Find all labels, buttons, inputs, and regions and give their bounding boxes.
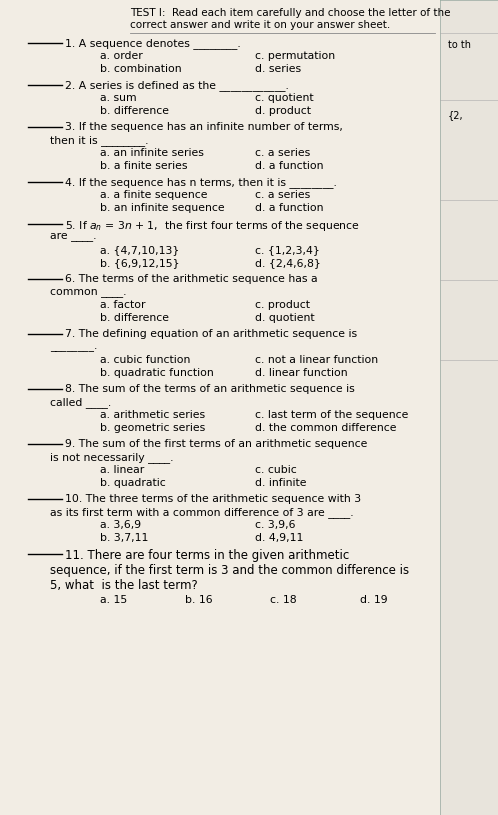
Text: d. quotient: d. quotient: [255, 313, 315, 323]
Text: d. series: d. series: [255, 64, 301, 74]
Bar: [0, 0, 440, 815]
Text: common ____.: common ____.: [50, 287, 126, 297]
Text: 11. There are four terms in the given arithmetic: 11. There are four terms in the given ar…: [65, 549, 349, 562]
Text: to th: to th: [448, 40, 471, 50]
Text: a. cubic function: a. cubic function: [100, 355, 190, 365]
Text: d. product: d. product: [255, 106, 311, 116]
Text: a. order: a. order: [100, 51, 143, 61]
Text: a. sum: a. sum: [100, 93, 136, 103]
Text: b. difference: b. difference: [100, 106, 169, 116]
Text: 5. If $a_n$ = 3$n$ + 1,  the first four terms of the sequence: 5. If $a_n$ = 3$n$ + 1, the first four t…: [65, 219, 360, 233]
Text: 5, what  is the last term?: 5, what is the last term?: [50, 579, 198, 592]
Text: a. 3,6,9: a. 3,6,9: [100, 520, 141, 530]
Text: a. factor: a. factor: [100, 300, 145, 310]
Text: are ____.: are ____.: [50, 232, 97, 242]
Text: a. {4,7,10,13}: a. {4,7,10,13}: [100, 245, 179, 255]
Text: c. 18: c. 18: [270, 595, 297, 605]
Text: 6. The terms of the arithmetic sequence has a: 6. The terms of the arithmetic sequence …: [65, 274, 318, 284]
Text: c. not a linear function: c. not a linear function: [255, 355, 378, 365]
Text: b. an infinite sequence: b. an infinite sequence: [100, 203, 225, 213]
Text: as its first term with a common difference of 3 are ____.: as its first term with a common differen…: [50, 507, 354, 518]
Text: c. last term of the sequence: c. last term of the sequence: [255, 410, 408, 420]
Text: b. geometric series: b. geometric series: [100, 423, 205, 433]
Text: b. {6,9,12,15}: b. {6,9,12,15}: [100, 258, 179, 268]
Text: called ____.: called ____.: [50, 397, 111, 408]
Text: then it is ________.: then it is ________.: [50, 135, 148, 146]
Text: 1. A sequence denotes ________.: 1. A sequence denotes ________.: [65, 38, 241, 49]
Text: {2,: {2,: [448, 110, 464, 120]
Text: 10. The three terms of the arithmetic sequence with 3: 10. The three terms of the arithmetic se…: [65, 494, 361, 504]
Text: 8. The sum of the terms of an arithmetic sequence is: 8. The sum of the terms of an arithmetic…: [65, 384, 355, 394]
Text: 7. The defining equation of an arithmetic sequence is: 7. The defining equation of an arithmeti…: [65, 329, 357, 339]
Text: b. quadratic function: b. quadratic function: [100, 368, 214, 378]
Text: 4. If the sequence has n terms, then it is ________.: 4. If the sequence has n terms, then it …: [65, 177, 337, 188]
Text: d. a function: d. a function: [255, 161, 324, 171]
Text: sequence, if the first term is 3 and the common difference is: sequence, if the first term is 3 and the…: [50, 564, 409, 577]
Text: c. a series: c. a series: [255, 148, 310, 158]
Text: d. 4,9,11: d. 4,9,11: [255, 533, 303, 543]
Text: a. arithmetic series: a. arithmetic series: [100, 410, 205, 420]
Text: b. a finite series: b. a finite series: [100, 161, 188, 171]
Text: c. permutation: c. permutation: [255, 51, 335, 61]
Text: 9. The sum of the first terms of an arithmetic sequence: 9. The sum of the first terms of an arit…: [65, 439, 368, 449]
Text: b. quadratic: b. quadratic: [100, 478, 166, 488]
Text: c. 3,9,6: c. 3,9,6: [255, 520, 295, 530]
Text: d. 19: d. 19: [360, 595, 387, 605]
Text: c. quotient: c. quotient: [255, 93, 314, 103]
Text: 3. If the sequence has an infinite number of terms,: 3. If the sequence has an infinite numbe…: [65, 122, 343, 132]
Text: d. linear function: d. linear function: [255, 368, 348, 378]
Text: a. linear: a. linear: [100, 465, 144, 475]
Text: b. difference: b. difference: [100, 313, 169, 323]
Text: ________.: ________.: [50, 342, 98, 352]
Text: correct answer and write it on your answer sheet.: correct answer and write it on your answ…: [130, 20, 390, 30]
Text: c. product: c. product: [255, 300, 310, 310]
Text: b. combination: b. combination: [100, 64, 182, 74]
Text: a. 15: a. 15: [100, 595, 127, 605]
Text: a. a finite sequence: a. a finite sequence: [100, 190, 208, 200]
Text: b. 16: b. 16: [185, 595, 213, 605]
Bar: [440, 0, 498, 815]
Text: d. the common difference: d. the common difference: [255, 423, 396, 433]
Text: d. infinite: d. infinite: [255, 478, 306, 488]
Text: d. a function: d. a function: [255, 203, 324, 213]
Text: c. a series: c. a series: [255, 190, 310, 200]
Text: 2. A series is defined as the ____________.: 2. A series is defined as the __________…: [65, 80, 289, 91]
Text: a. an infinite series: a. an infinite series: [100, 148, 204, 158]
Text: is not necessarily ____.: is not necessarily ____.: [50, 452, 173, 463]
Text: b. 3,7,11: b. 3,7,11: [100, 533, 148, 543]
Text: c. cubic: c. cubic: [255, 465, 297, 475]
Text: c. {1,2,3,4}: c. {1,2,3,4}: [255, 245, 320, 255]
Text: d. {2,4,6,8}: d. {2,4,6,8}: [255, 258, 321, 268]
Text: TEST I:  Read each item carefully and choose the letter of the: TEST I: Read each item carefully and cho…: [130, 8, 451, 18]
